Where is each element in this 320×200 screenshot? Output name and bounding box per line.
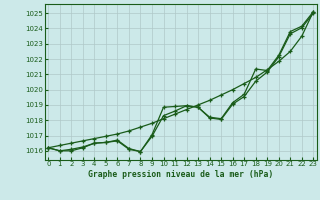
X-axis label: Graphe pression niveau de la mer (hPa): Graphe pression niveau de la mer (hPa) bbox=[88, 170, 273, 179]
